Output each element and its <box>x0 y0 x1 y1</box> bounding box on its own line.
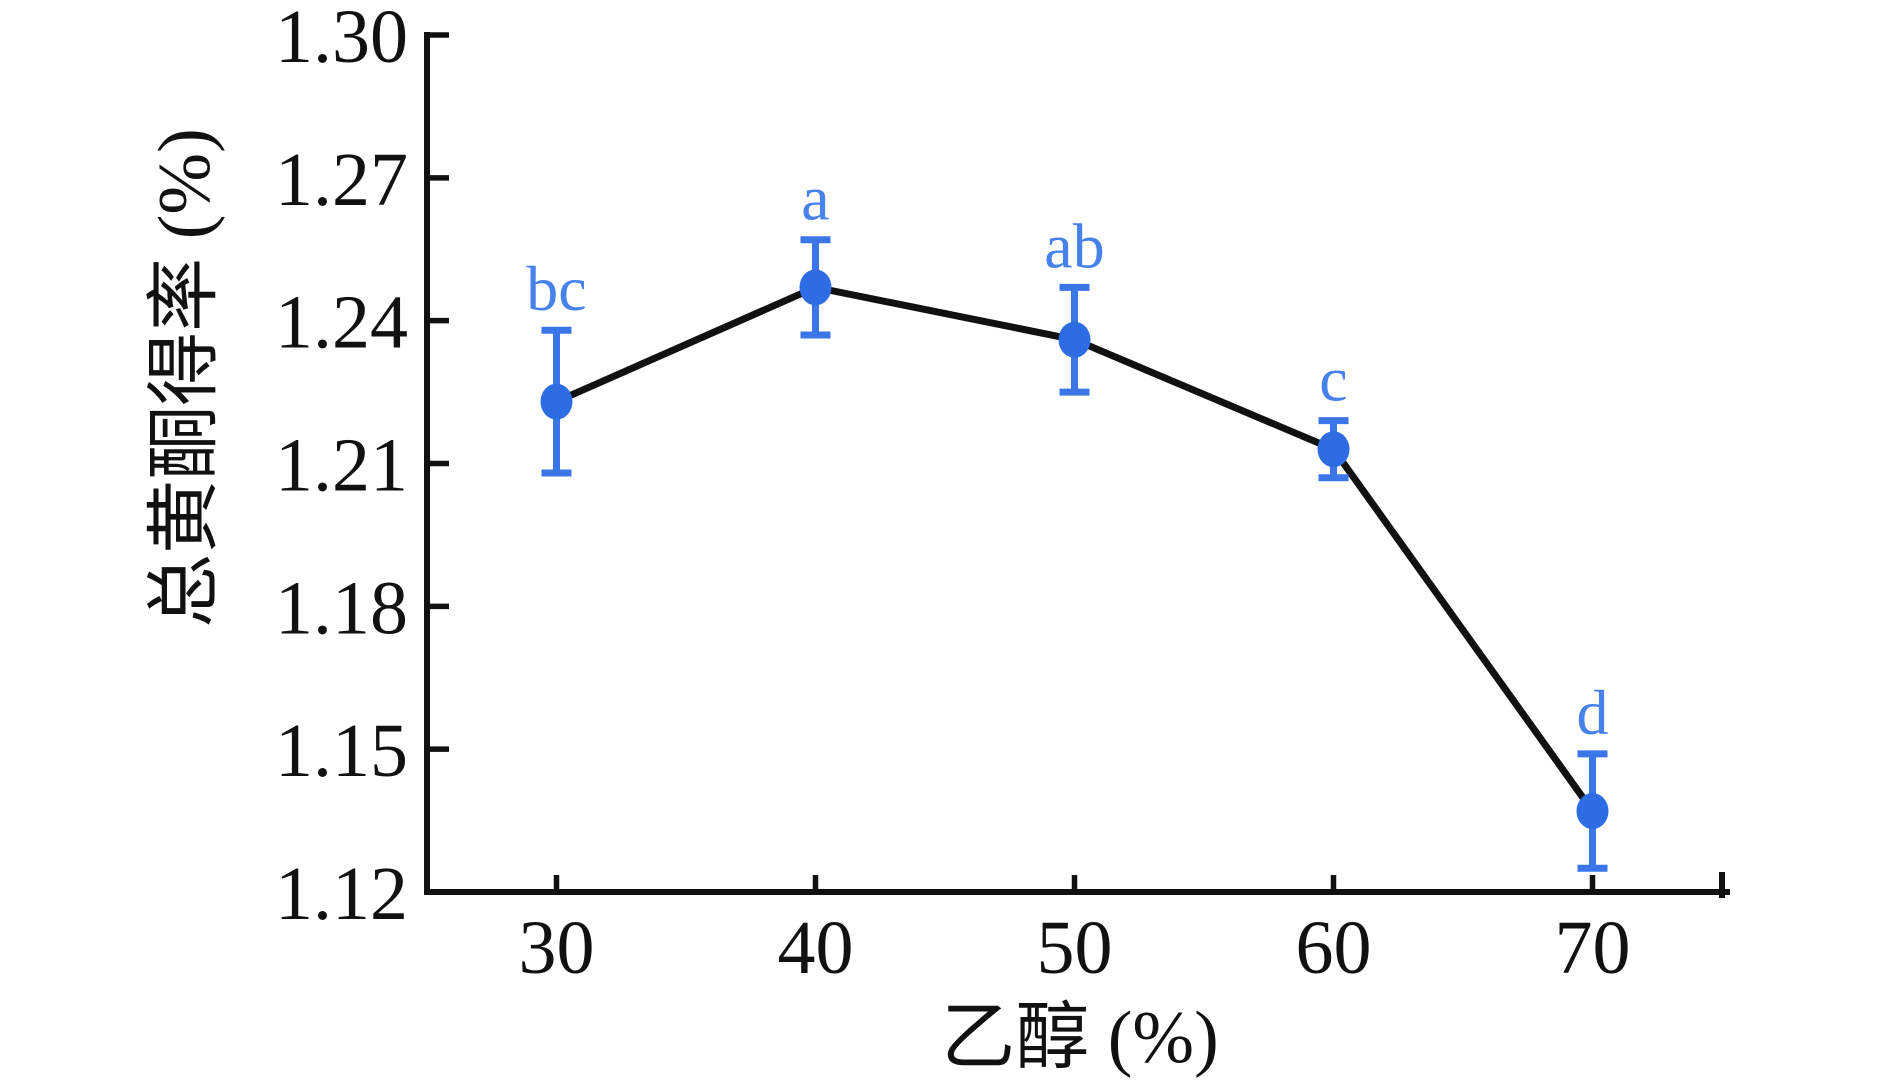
significance-label: a <box>801 163 829 234</box>
significance-label: ab <box>1044 210 1104 281</box>
y-tick-label: 1.12 <box>275 852 408 936</box>
x-axis-title: 乙醇 (%) <box>941 997 1218 1079</box>
x-tick-label: 50 <box>1037 906 1113 990</box>
y-tick-label: 1.21 <box>275 424 408 508</box>
significance-label: d <box>1577 677 1609 748</box>
significance-label: bc <box>526 253 586 324</box>
data-point <box>540 383 573 420</box>
x-tick-label: 30 <box>519 906 595 990</box>
data-point <box>1058 321 1091 358</box>
data-point <box>799 269 832 306</box>
plot-group: bc a ab c d <box>526 163 1609 872</box>
y-tick-label: 1.18 <box>275 566 408 650</box>
data-point <box>1317 431 1350 468</box>
y-tick-label: 1.15 <box>275 709 408 793</box>
y-axis-title: 总黄酮得率 (%) <box>144 128 226 627</box>
y-tick-label: 1.30 <box>275 0 408 79</box>
data-point <box>1576 793 1609 830</box>
significance-label: c <box>1319 344 1347 415</box>
axes-group: 1.12 1.15 1.18 1.21 1.24 1.27 1.30 30 40 50 60 70 <box>275 0 1730 990</box>
x-tick-label: 60 <box>1296 906 1372 990</box>
x-tick-label: 40 <box>778 906 854 990</box>
y-tick-label: 1.24 <box>275 281 408 365</box>
x-tick-label: 70 <box>1555 906 1631 990</box>
y-tick-label: 1.27 <box>275 138 408 222</box>
